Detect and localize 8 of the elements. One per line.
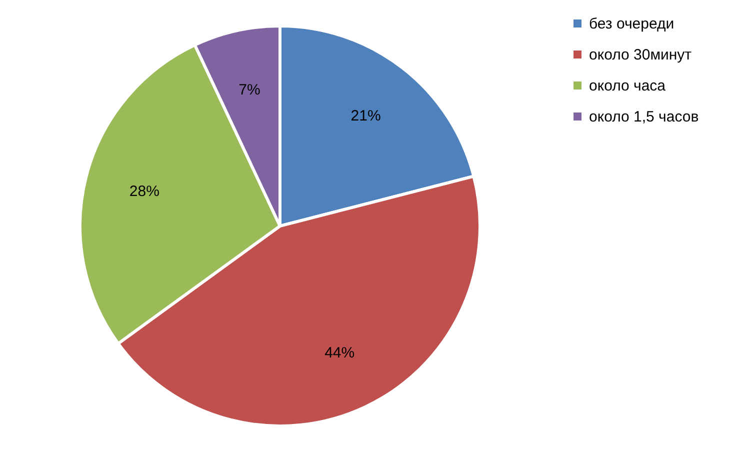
data-label: 21% [350,107,381,124]
data-label: 28% [129,183,160,200]
data-label: 44% [324,344,355,362]
legend-label: около часа [589,78,666,94]
legend-label: около 1,5 часов [589,108,699,126]
legend-label: без очереди [589,16,674,32]
data-label: 7% [238,81,260,98]
legend-label: около 30минут [589,46,692,64]
